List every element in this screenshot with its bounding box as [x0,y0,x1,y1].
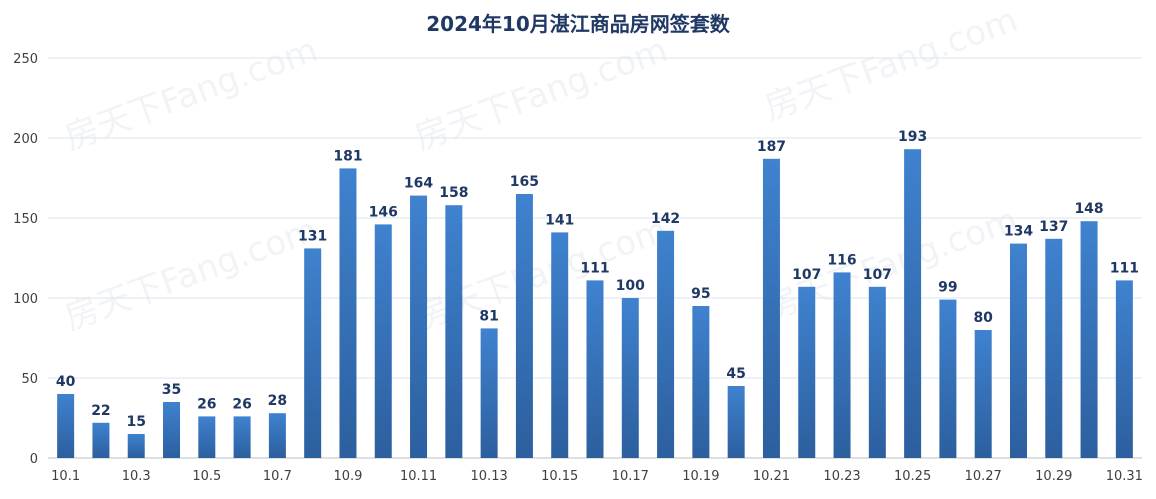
bar [762,158,780,459]
bar [445,205,463,458]
data-label: 146 [369,204,398,220]
bar [127,434,145,458]
bar [621,298,639,458]
data-label: 187 [757,139,786,155]
x-tick-label: 10.19 [682,469,719,484]
watermark-text: 房天下Fang.com [59,210,322,339]
data-label: 28 [268,393,287,409]
data-label: 107 [792,267,821,283]
data-label: 158 [439,185,468,201]
data-label: 95 [691,286,710,302]
data-label: 40 [56,374,76,390]
x-tick-label: 10.21 [753,469,790,484]
x-tick-label: 10.23 [823,469,860,484]
bar [1080,221,1098,458]
data-label: 141 [545,212,574,228]
bar [198,416,216,458]
watermark-text: 房天下Fang.com [59,30,322,159]
bar [92,422,110,458]
data-label: 137 [1039,219,1068,235]
bar [833,272,851,458]
x-tick-label: 10.1 [51,469,80,484]
y-tick-label: 250 [13,52,38,67]
data-label: 81 [479,308,498,324]
data-label: 80 [973,310,993,326]
bar [798,286,816,458]
data-label: 164 [404,176,433,192]
data-label: 100 [616,278,645,294]
x-tick-label: 10.13 [471,469,508,484]
y-axis: 0 50 100 150 200 250 [13,52,38,467]
bar [551,232,569,458]
bar [1009,243,1027,458]
x-tick-label: 10.25 [894,469,931,484]
bar [692,306,710,458]
y-tick-label: 200 [13,132,38,147]
bar [268,413,286,458]
bar [657,230,675,458]
bar [1115,280,1133,458]
bar [304,248,322,458]
data-label: 22 [91,403,110,419]
bar [904,149,922,458]
bar [1045,238,1063,458]
data-label: 142 [651,211,680,227]
x-tick-label: 10.5 [192,469,221,484]
bar [163,402,181,458]
bar [339,168,357,458]
bar [233,416,251,458]
bar [57,394,75,458]
data-label: 99 [938,280,957,296]
bar [586,280,604,458]
data-label: 111 [1110,260,1139,276]
data-label: 26 [197,396,216,412]
data-label: 35 [162,382,181,398]
x-tick-label: 10.3 [122,469,151,484]
data-label: 193 [898,129,927,145]
data-label: 134 [1004,224,1033,240]
data-label: 26 [232,396,251,412]
x-tick-label: 10.7 [263,469,292,484]
bar [939,299,957,458]
bar [515,194,533,458]
x-tick-label: 10.29 [1035,469,1072,484]
data-label: 15 [126,414,145,430]
data-label: 111 [580,260,609,276]
x-tick-label: 10.27 [965,469,1002,484]
bar [727,386,745,458]
x-tick-label: 10.17 [612,469,649,484]
data-label: 116 [827,252,856,268]
bar [868,286,886,458]
bar [480,328,498,458]
watermark-text: 房天下Fang.com [409,30,672,159]
y-tick-label: 100 [13,292,38,307]
x-tick-label: 10.9 [333,469,362,484]
data-label: 45 [726,366,745,382]
data-label: 148 [1074,201,1103,217]
y-tick-label: 0 [30,452,38,467]
bar [410,195,428,458]
x-tick-label: 10.31 [1106,469,1143,484]
bar [974,330,992,458]
data-label: 181 [333,148,362,164]
x-tick-label: 10.11 [400,469,437,484]
data-label: 131 [298,228,327,244]
x-tick-label: 10.15 [541,469,578,484]
y-tick-label: 150 [13,212,38,227]
x-axis: 10.1 10.3 10.5 10.7 10.9 10.11 10.13 10.15 10.17… [51,469,1143,484]
y-tick-label: 50 [21,372,38,387]
data-labels: 40 22 15 35 26 26 28 131 181 146 164 158 81 165 141 111… [56,129,1139,430]
bar [374,224,392,458]
data-label: 165 [510,174,539,190]
data-label: 107 [863,267,892,283]
watermark-text: 房天下Fang.com [759,0,1022,128]
bars [57,149,1133,459]
chart-title: 2024年10月湛江商品房网签套数 [426,12,730,36]
